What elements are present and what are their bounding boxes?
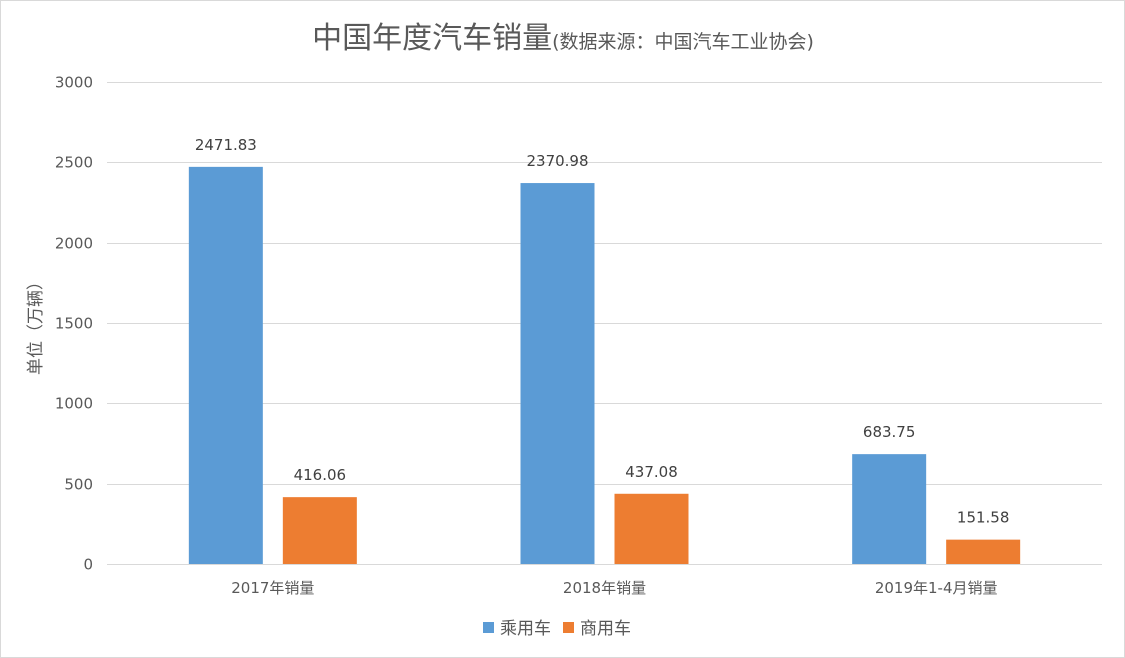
data-label: 416.06: [294, 466, 347, 484]
y-tick-label: 0: [83, 556, 93, 574]
y-tick-label: 2000: [55, 235, 93, 253]
y-tick-label: 1000: [55, 395, 93, 413]
gridlines: [107, 82, 1102, 565]
x-category-label: 2018年销量: [563, 579, 646, 597]
legend-label: 商用车: [580, 619, 631, 639]
y-tick-label: 500: [64, 476, 93, 494]
data-label: 437.08: [625, 463, 678, 481]
legend-swatch: [563, 622, 574, 633]
y-tick-label: 3000: [55, 74, 93, 92]
y-tick-label: 2500: [55, 154, 93, 172]
data-label: 2370.98: [526, 152, 588, 170]
legend-swatch: [483, 622, 494, 633]
bar: [946, 539, 1021, 564]
y-tick-label: 1500: [55, 315, 93, 333]
data-label: 151.58: [957, 509, 1010, 527]
bar: [188, 166, 263, 564]
legend: 乘用车 商用车: [483, 619, 631, 639]
bars: [188, 166, 1021, 564]
x-axis-categories: 2017年销量 2018年销量 2019年1-4月销量: [231, 579, 997, 597]
bar: [282, 497, 357, 564]
y-axis-ticks: 0 500 1000 1500 2000 2500 3000: [55, 74, 93, 574]
data-labels: 2471.83 416.06 2370.98 437.08 683.75 151.58: [195, 136, 1010, 527]
x-category-label: 2017年销量: [231, 579, 314, 597]
bar: [520, 183, 595, 564]
bar: [852, 454, 927, 564]
data-label: 683.75: [863, 423, 916, 441]
chart-title-source: (数据来源：中国汽车工业协会): [552, 31, 814, 53]
data-label: 2471.83: [195, 136, 257, 154]
x-category-label: 2019年1-4月销量: [875, 579, 998, 597]
bar: [614, 493, 689, 564]
legend-label: 乘用车: [500, 619, 551, 639]
chart-title: 中国年度汽车销量(数据来源：中国汽车工业协会): [312, 21, 814, 56]
chart-title-main: 中国年度汽车销量: [312, 21, 552, 56]
y-axis-label: 单位（万辆）: [26, 273, 46, 375]
